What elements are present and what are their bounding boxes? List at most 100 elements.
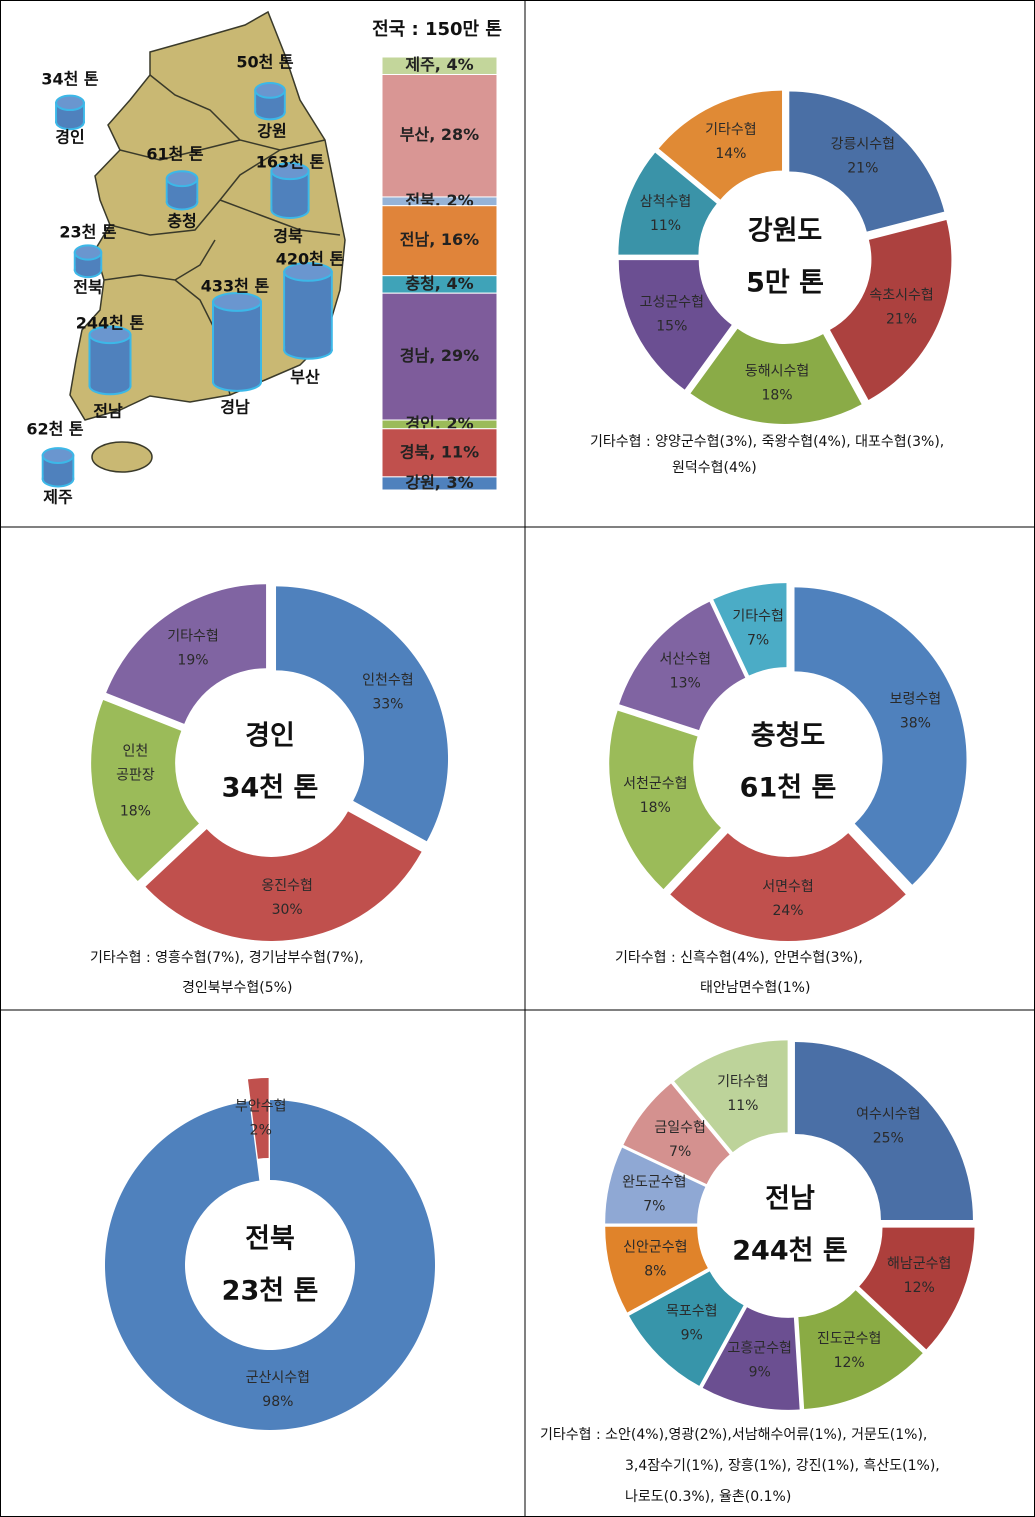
segment-category: 서천군수협: [623, 776, 687, 792]
donut-segment: [690, 328, 862, 424]
region-label: 전남: [93, 402, 123, 421]
donut-segment: [276, 586, 449, 842]
segment-category: 군산시수협: [246, 1370, 310, 1386]
segment-value: 30%: [272, 902, 303, 918]
value-label: 62천 톤: [26, 420, 84, 439]
donut-segment: [794, 587, 967, 885]
segment-value: 21%: [847, 161, 878, 177]
segment-category: 진도군수협: [817, 1331, 881, 1347]
segment-category: 금일수협: [654, 1120, 706, 1136]
footnote: 기타수협 : 양양군수협(3%), 죽왕수협(4%), 대포수협(3%),: [590, 434, 944, 450]
value-label: 244천 톤: [76, 314, 145, 333]
donut-segment: [794, 1042, 973, 1221]
donut-segment: [789, 91, 945, 232]
donut-segment: [106, 584, 267, 724]
donut-segment: [829, 219, 952, 400]
segment-category: 기타수협: [732, 608, 784, 624]
segment-value: 7%: [669, 1144, 691, 1160]
segment-value: 38%: [900, 716, 931, 732]
cylinder: [73, 244, 103, 279]
region-label: 경인: [55, 128, 84, 147]
chart-title: 전국 : 150만 톤: [372, 19, 502, 40]
segment-value: 9%: [749, 1365, 771, 1381]
segment-category: 서산수협: [659, 651, 711, 667]
segment-value: 12%: [904, 1280, 935, 1296]
segment-label: 충청, 4%: [405, 274, 473, 293]
segment-label: 제주, 4%: [405, 55, 473, 74]
cylinder-fill: [285, 271, 331, 350]
cylinder-top: [55, 94, 85, 112]
segment-value: 7%: [747, 632, 769, 648]
segment-category: 고성군수협: [640, 295, 704, 311]
segment-value: 11%: [727, 1098, 758, 1114]
value-label: 34천 톤: [41, 70, 99, 89]
cylinder-fill: [214, 302, 260, 382]
bar-segment: [381, 428, 498, 478]
center-subtitle: 5만 톤: [746, 268, 824, 299]
cylinder: [88, 325, 132, 396]
segment-category: 강릉시수협: [831, 137, 895, 153]
value-label: 23천 톤: [59, 223, 117, 242]
footnote: 원덕수협(4%): [672, 460, 757, 476]
segment-category: 인천수협: [362, 672, 414, 688]
segment-label: 부산, 28%: [400, 125, 479, 144]
segment-value: 18%: [640, 800, 671, 816]
center-title: 경인: [245, 721, 295, 752]
segment-category: 보령수협: [890, 692, 942, 708]
donut-segment: [702, 1307, 800, 1410]
segment-value: 7%: [643, 1199, 665, 1215]
cylinder: [212, 292, 262, 392]
segment-category: 여수시수협: [856, 1107, 920, 1123]
donut-segment: [619, 601, 746, 731]
region-label: 부산: [290, 368, 320, 387]
bar-segment: [381, 476, 498, 491]
bar-segment: [381, 292, 498, 421]
province-lines: [103, 74, 341, 396]
donut-segment: [247, 1078, 269, 1159]
cylinder: [55, 94, 85, 131]
cylinder-top: [283, 262, 333, 282]
footnote: 기타수협 : 소안(4%),영광(2%),서남해수어류(1%), 거문도(1%)…: [540, 1427, 927, 1443]
donut-segment: [670, 833, 906, 941]
segment-category: 동해시수협: [745, 364, 809, 380]
region-label: 제주: [43, 488, 73, 507]
donut-segment: [658, 90, 783, 200]
segment-value: 15%: [656, 319, 687, 335]
segment-value: 21%: [886, 311, 917, 327]
footnote: 태안남면수협(1%): [700, 980, 810, 996]
donut-segment: [605, 1147, 706, 1224]
donut-segment: [605, 1226, 708, 1313]
cylinder: [41, 447, 75, 488]
segment-value: 14%: [715, 146, 746, 162]
region-label: 충청: [167, 212, 196, 231]
donut-segment: [859, 1227, 975, 1350]
segment-value: 24%: [772, 903, 803, 919]
region-label: 전북: [73, 278, 103, 297]
segment-value: 18%: [120, 804, 151, 820]
region-label: 경남: [220, 398, 250, 417]
segment-value: 19%: [177, 653, 208, 669]
segment-value: 98%: [262, 1394, 293, 1410]
footnote: 경인북부수협(5%): [182, 980, 292, 996]
bar-segment: [381, 73, 498, 198]
donut-segment: [713, 583, 787, 676]
segment-label: 전북, 2%: [405, 191, 473, 210]
donut-segment: [145, 811, 422, 941]
segment-category: 서면수협: [762, 879, 814, 895]
segment-value: 18%: [761, 388, 792, 404]
cylinder: [165, 170, 199, 211]
cylinder-top: [73, 244, 103, 261]
value-label: 61천 톤: [146, 145, 204, 164]
donut-segment: [674, 1040, 788, 1153]
segment-label: 경남, 29%: [400, 346, 479, 365]
segment-value: 25%: [873, 1131, 904, 1147]
segment-value: 11%: [650, 218, 681, 234]
segment-category: 기타수협: [717, 1074, 769, 1090]
segment-category: 기타수협: [705, 122, 757, 138]
value-label: 433천 톤: [201, 277, 270, 296]
center-title: 전남: [765, 1184, 815, 1215]
donut-segment: [798, 1290, 923, 1409]
segment-value: 9%: [681, 1327, 703, 1343]
cylinder-top: [165, 170, 199, 188]
cylinder: [283, 262, 333, 360]
